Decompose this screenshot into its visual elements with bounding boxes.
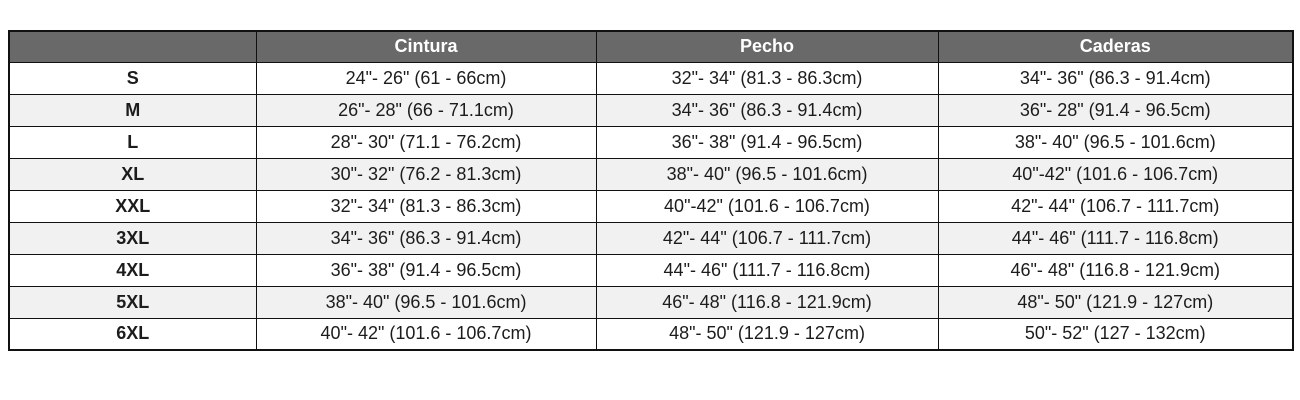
caderas-value-cell: 50"- 52" (127 - 132cm) xyxy=(937,317,1294,351)
cintura-value-cell: 26"- 28" (66 - 71.1cm) xyxy=(255,93,597,127)
table-row: XXL 32"- 34" (81.3 - 86.3cm) 40"-42" (10… xyxy=(8,189,1294,223)
caderas-value-cell: 46"- 48" (116.8 - 121.9cm) xyxy=(937,253,1294,287)
size-label-cell: M xyxy=(8,93,257,127)
cintura-value-cell: 28"- 30" (71.1 - 76.2cm) xyxy=(255,125,597,159)
caderas-value-cell: 38"- 40" (96.5 - 101.6cm) xyxy=(937,125,1294,159)
header-cell-size xyxy=(8,30,257,63)
caderas-value-cell: 44"- 46" (111.7 - 116.8cm) xyxy=(937,221,1294,255)
caderas-value-cell: 40"-42" (101.6 - 106.7cm) xyxy=(937,157,1294,191)
size-label-cell: XL xyxy=(8,157,257,191)
header-cell-pecho: Pecho xyxy=(595,30,939,63)
caderas-value-cell: 48"- 50" (121.9 - 127cm) xyxy=(937,285,1294,319)
size-label-cell: L xyxy=(8,125,257,159)
size-label-cell: 4XL xyxy=(8,253,257,287)
table-row: S 24"- 26" (61 - 66cm) 32"- 34" (81.3 - … xyxy=(8,61,1294,95)
size-chart-container: Cintura Pecho Caderas S 24"- 26" (61 - 6… xyxy=(8,30,1294,351)
pecho-value-cell: 46"- 48" (116.8 - 121.9cm) xyxy=(595,285,939,319)
caderas-value-cell: 34"- 36" (86.3 - 91.4cm) xyxy=(937,61,1294,95)
cintura-value-cell: 30"- 32" (76.2 - 81.3cm) xyxy=(255,157,597,191)
cintura-value-cell: 34"- 36" (86.3 - 91.4cm) xyxy=(255,221,597,255)
table-row: XL 30"- 32" (76.2 - 81.3cm) 38"- 40" (96… xyxy=(8,157,1294,191)
table-row: 3XL 34"- 36" (86.3 - 91.4cm) 42"- 44" (1… xyxy=(8,221,1294,255)
header-cell-caderas: Caderas xyxy=(937,30,1294,63)
table-row: L 28"- 30" (71.1 - 76.2cm) 36"- 38" (91.… xyxy=(8,125,1294,159)
pecho-value-cell: 32"- 34" (81.3 - 86.3cm) xyxy=(595,61,939,95)
cintura-value-cell: 38"- 40" (96.5 - 101.6cm) xyxy=(255,285,597,319)
size-label-cell: 3XL xyxy=(8,221,257,255)
pecho-value-cell: 44"- 46" (111.7 - 116.8cm) xyxy=(595,253,939,287)
size-chart-header: Cintura Pecho Caderas xyxy=(8,30,1294,63)
pecho-value-cell: 48"- 50" (121.9 - 127cm) xyxy=(595,317,939,351)
caderas-value-cell: 36"- 28" (91.4 - 96.5cm) xyxy=(937,93,1294,127)
size-chart-table: Cintura Pecho Caderas S 24"- 26" (61 - 6… xyxy=(8,30,1294,351)
size-label-cell: 5XL xyxy=(8,285,257,319)
size-table-body: S 24"- 26" (61 - 66cm) 32"- 34" (81.3 - … xyxy=(8,61,1294,351)
header-row: Cintura Pecho Caderas xyxy=(8,30,1294,63)
size-label-cell: S xyxy=(8,61,257,95)
pecho-value-cell: 38"- 40" (96.5 - 101.6cm) xyxy=(595,157,939,191)
cintura-value-cell: 40"- 42" (101.6 - 106.7cm) xyxy=(255,317,597,351)
pecho-value-cell: 34"- 36" (86.3 - 91.4cm) xyxy=(595,93,939,127)
table-row: M 26"- 28" (66 - 71.1cm) 34"- 36" (86.3 … xyxy=(8,93,1294,127)
table-row: 4XL 36"- 38" (91.4 - 96.5cm) 44"- 46" (1… xyxy=(8,253,1294,287)
cintura-value-cell: 32"- 34" (81.3 - 86.3cm) xyxy=(255,189,597,223)
caderas-value-cell: 42"- 44" (106.7 - 111.7cm) xyxy=(937,189,1294,223)
header-cell-cintura: Cintura xyxy=(255,30,597,63)
size-label-cell: XXL xyxy=(8,189,257,223)
size-label-cell: 6XL xyxy=(8,317,257,351)
cintura-value-cell: 24"- 26" (61 - 66cm) xyxy=(255,61,597,95)
table-row: 5XL 38"- 40" (96.5 - 101.6cm) 46"- 48" (… xyxy=(8,285,1294,319)
pecho-value-cell: 42"- 44" (106.7 - 111.7cm) xyxy=(595,221,939,255)
pecho-value-cell: 36"- 38" (91.4 - 96.5cm) xyxy=(595,125,939,159)
table-row: 6XL 40"- 42" (101.6 - 106.7cm) 48"- 50" … xyxy=(8,317,1294,351)
cintura-value-cell: 36"- 38" (91.4 - 96.5cm) xyxy=(255,253,597,287)
pecho-value-cell: 40"-42" (101.6 - 106.7cm) xyxy=(595,189,939,223)
